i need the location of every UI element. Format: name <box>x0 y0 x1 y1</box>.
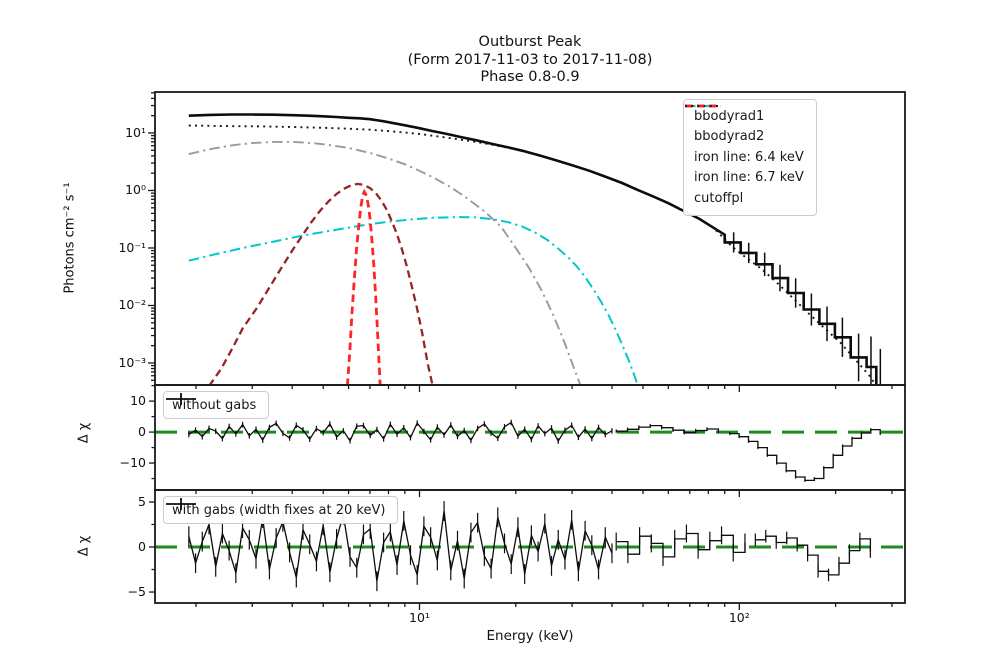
series-iron-line-6-7-kev <box>346 188 382 385</box>
x-axis-label: Energy (keV) <box>486 628 574 644</box>
series-bbodyrad1 <box>188 140 582 385</box>
legend-without-gabs: without gabs <box>163 391 270 419</box>
ytick-spectrum: 10⁰ <box>125 182 146 198</box>
series-iron-line-6-4-kev <box>208 182 434 385</box>
legend-label: with gabs (width fixes at 20 keV) <box>172 502 386 518</box>
title-line-1: Outburst Peak <box>478 34 582 50</box>
series-bbodyrad2 <box>188 216 639 385</box>
title-line-2: (Form 2017-11-03 to 2017-11-08) <box>407 51 653 68</box>
ytick-residual-1: 10 <box>130 393 146 409</box>
ytick-spectrum: 10⁻¹ <box>118 239 146 255</box>
chart-title: Outburst Peak (Form 2017-11-03 to 2017-1… <box>155 34 905 87</box>
legend-item-2: iron line: 6.4 keV <box>685 104 804 168</box>
series-total <box>188 113 878 385</box>
xtick: 10² <box>728 610 750 625</box>
legend-swatch <box>685 105 721 107</box>
spectrum-curves <box>188 113 882 385</box>
legend-item-4: cutoffpl <box>685 105 804 209</box>
legend-swatch <box>685 104 721 108</box>
ytick-spectrum: 10⁻² <box>118 297 146 313</box>
errorbar-marker-icon <box>166 393 196 405</box>
legend-spectrum: bbodyrad1 bbodyrad2 iron line: 6.4 keV iron… <box>683 99 817 216</box>
legend-item-3: iron line: 6.7 keV <box>685 104 804 189</box>
ytick-residual-2: 0 <box>138 538 146 554</box>
series-cutoffpl <box>188 124 877 385</box>
legend-label: bbodyrad1 <box>694 108 765 124</box>
legend-label: bbodyrad2 <box>694 129 765 145</box>
ytick-spectrum: 10⁻³ <box>118 354 146 370</box>
errorbar-marker-icon <box>166 498 196 510</box>
legend-label: cutoffpl <box>694 190 744 206</box>
residual-panel <box>155 419 905 482</box>
legend-label: iron line: 6.4 keV <box>694 149 804 165</box>
legend-label: iron line: 6.7 keV <box>694 170 804 186</box>
xtick: 10¹ <box>409 610 430 625</box>
title-line-3: Phase 0.8-0.9 <box>480 69 580 85</box>
ytick-spectrum: 10¹ <box>125 124 146 140</box>
legend-item-1: bbodyrad2 <box>685 104 804 148</box>
ytick-residual-1: −10 <box>119 455 146 471</box>
ytick-residual-1: 0 <box>138 424 146 440</box>
y-axis-label-spectrum: Photons cm⁻² s⁻¹ <box>62 182 78 294</box>
panel-frame <box>154 489 906 604</box>
legend-with-gabs: with gabs (width fixes at 20 keV) <box>163 496 399 524</box>
legend-label: without gabs <box>172 397 257 413</box>
ytick-residual-2: −5 <box>127 584 146 599</box>
ytick-residual-2: 5 <box>138 493 146 509</box>
